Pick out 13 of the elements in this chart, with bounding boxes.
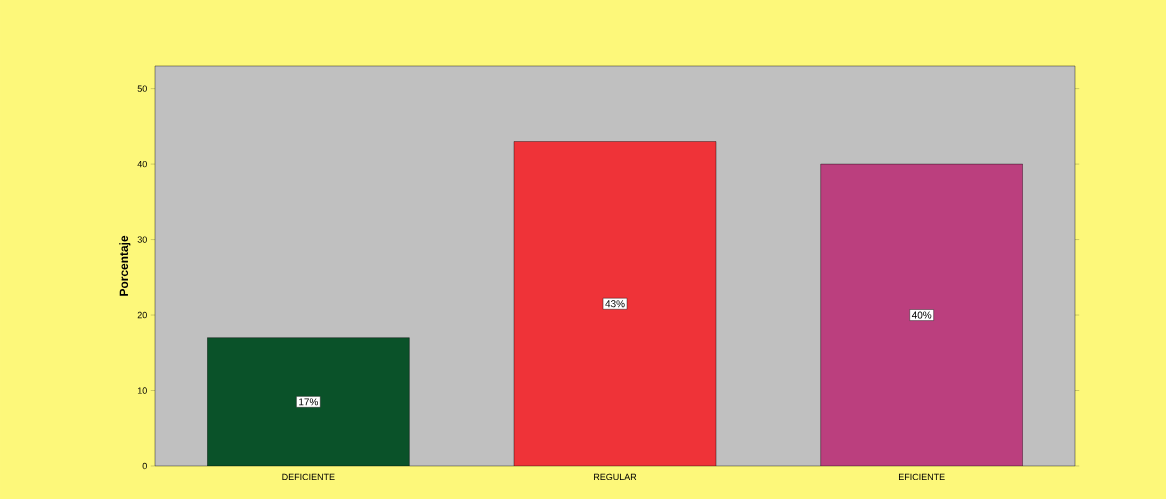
data-label: 43% (605, 300, 625, 308)
y-axis-title: Porcentaje (119, 235, 131, 296)
y-tick-label: 10 (137, 387, 147, 394)
y-tick-label: 20 (137, 311, 147, 319)
x-tick-label: EFICIENTE (899, 473, 945, 481)
y-tick-label: 0 (142, 462, 147, 470)
y-tick-label: 40 (137, 160, 147, 168)
y-tick-label: 30 (137, 236, 147, 243)
data-label: 40% (911, 311, 932, 319)
x-tick-label: DEFICIENTE (282, 473, 335, 481)
x-tick-label: REGULAR (594, 473, 637, 481)
y-tick-label: 50 (137, 85, 147, 92)
data-label: 17% (299, 398, 318, 406)
